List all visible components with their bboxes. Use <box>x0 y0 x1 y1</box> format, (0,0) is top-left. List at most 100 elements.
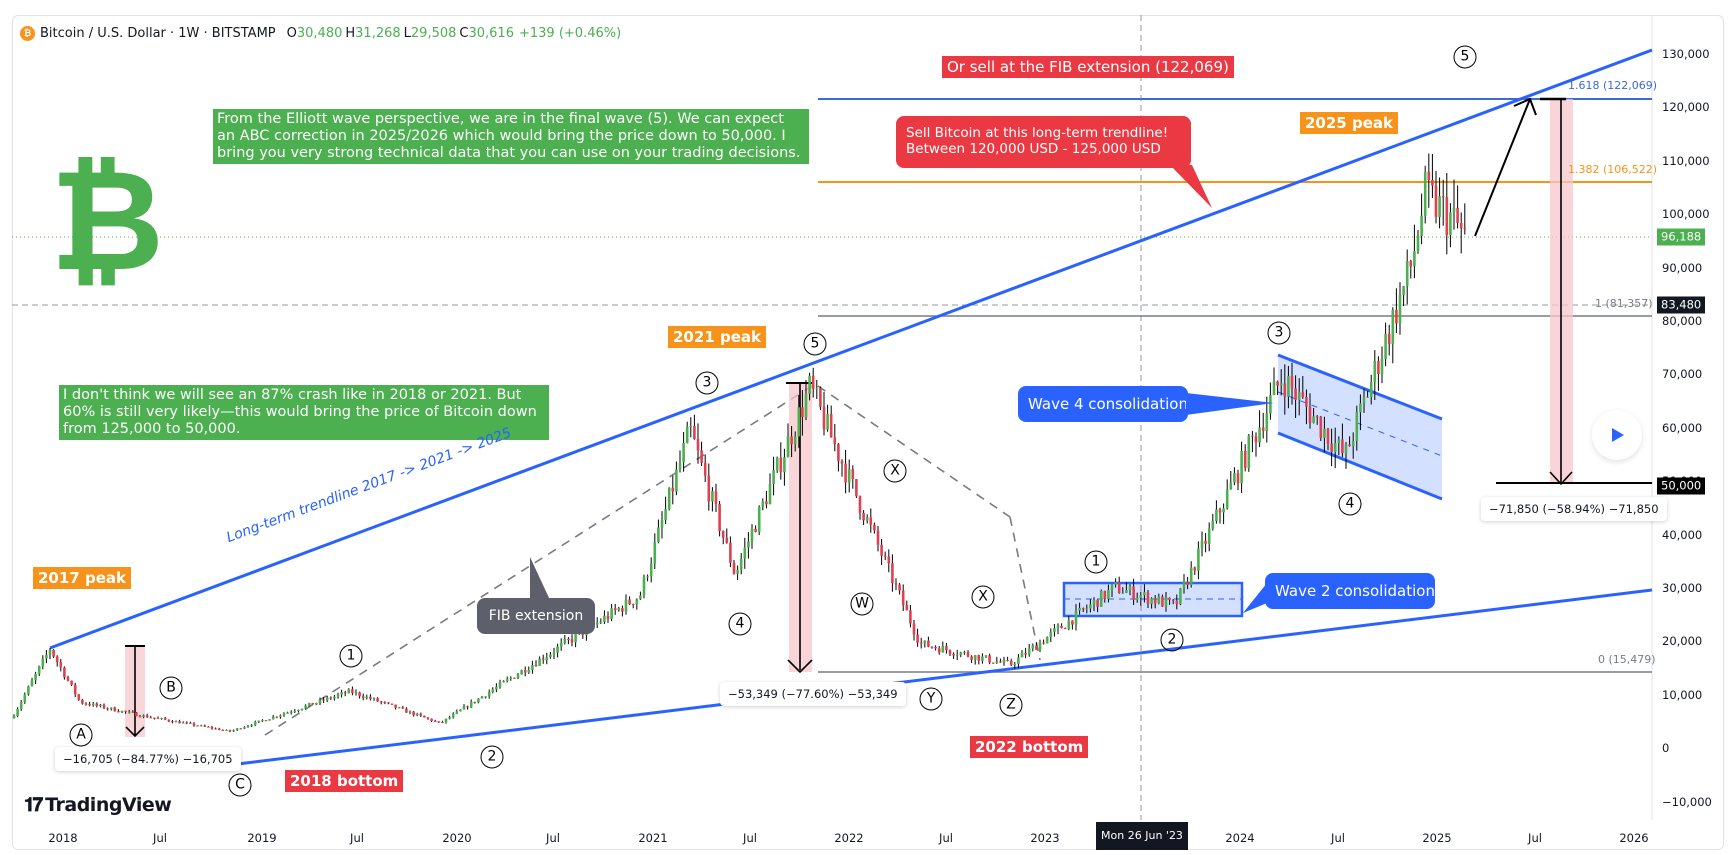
bubble-fib-pointer <box>530 557 550 600</box>
wave-label-W[interactable]: W <box>850 592 874 616</box>
wave-label-4a[interactable]: 4 <box>728 612 752 636</box>
bubble-wave4-pointer <box>1186 393 1274 415</box>
ohlc-change: +139 (+0.46%) <box>518 25 622 41</box>
wave-label-4b[interactable]: 4 <box>1338 492 1362 516</box>
time-axis-label: Jul <box>546 831 560 845</box>
measure-2025[interactable]: −71,850 (−58.94%) −71,850 <box>1481 497 1667 521</box>
tag-fib-sell[interactable]: Or sell at the FIB extension (122,069) <box>942 56 1234 78</box>
wave-label-C[interactable]: C <box>228 773 252 797</box>
wave-label-Z[interactable]: Z <box>999 693 1023 717</box>
wave-label-1b[interactable]: 1 <box>1084 550 1108 574</box>
time-axis-label: 2018 <box>48 831 78 845</box>
bubble-sell-line1: Sell Bitcoin at this long-term trendline… <box>906 125 1169 141</box>
elliott-wave-note[interactable]: From the Elliott wave perspective, we ar… <box>213 109 809 164</box>
replay-play-button[interactable] <box>1592 410 1642 460</box>
ohlc-high-value: 31,268 <box>355 25 401 41</box>
time-axis-label: 2020 <box>442 831 472 845</box>
crash-note[interactable]: I don't think we will see an 87% crash l… <box>59 385 549 440</box>
bubble-sell-line2: Between 120,000 USD - 125,000 USD <box>906 141 1161 157</box>
time-axis-label: 2021 <box>638 831 668 845</box>
wave-label-3a[interactable]: 3 <box>695 371 719 395</box>
play-icon <box>1612 428 1624 442</box>
price-axis-label: 110,000 <box>1662 153 1710 168</box>
price-axis-label: 130,000 <box>1662 47 1710 61</box>
time-axis-label: 2019 <box>247 831 277 845</box>
price-axis-label: 90,000 <box>1662 260 1703 275</box>
time-axis-label: Jul <box>743 831 757 845</box>
price-axis-label: 30,000 <box>1662 581 1703 595</box>
bitcoin-coin-icon: ₿ <box>20 25 35 41</box>
tag-2017-peak[interactable]: 2017 peak <box>33 567 131 589</box>
target-price-tag: 50,000 <box>1657 477 1706 495</box>
projection-arrow <box>1474 98 1531 237</box>
price-axis-label: 10,000 <box>1662 687 1703 702</box>
wave-label-B[interactable]: B <box>159 676 183 700</box>
current-price-tag: 96,188 <box>1657 228 1706 246</box>
price-axis-label: 100,000 <box>1662 207 1710 222</box>
ohlc-close-key: C <box>459 25 469 41</box>
tag-2025-peak[interactable]: 2025 peak <box>1300 112 1398 134</box>
wave-label-5a[interactable]: 5 <box>803 332 827 356</box>
symbol-title[interactable]: Bitcoin / U.S. Dollar · 1W · BITSTAMP <box>40 25 276 41</box>
price-axis-label: −10,000 <box>1662 794 1712 809</box>
price-axis-label: 80,000 <box>1662 314 1703 328</box>
ohlc-low-value: 29,508 <box>410 25 457 41</box>
candlestick-series <box>12 153 1467 733</box>
ohlc-open-value: 30,480 <box>296 25 343 41</box>
wave-label-1a[interactable]: 1 <box>339 644 363 668</box>
symbol-header[interactable]: ₿ Bitcoin / U.S. Dollar · 1W · BITSTAMP … <box>20 24 621 42</box>
long-term-trendline-upper <box>49 48 1653 650</box>
wave-label-X1[interactable]: X <box>883 459 907 483</box>
tradingview-logo[interactable]: 𝟏𝟕 TradingView <box>24 794 172 816</box>
price-axis-label: 60,000 <box>1662 420 1703 435</box>
wave-label-2a[interactable]: 2 <box>480 745 504 769</box>
bubble-wave4[interactable]: Wave 4 consolidation <box>1018 386 1188 422</box>
price-axis-label: 0 <box>1662 741 1670 756</box>
measure-2022[interactable]: −53,349 (−77.60%) −53,349 <box>720 682 906 706</box>
price-axis-label: 120,000 <box>1662 100 1710 115</box>
crosshair-date-tag: Mon 26 Jun '23 <box>1096 822 1188 850</box>
fib-label-1618: 1.618 (122,069) <box>1568 79 1658 92</box>
fib-label-1382: 1.382 (106,522) <box>1568 163 1658 176</box>
time-axis-label: Jul <box>1331 831 1345 845</box>
price-axis-label: 20,000 <box>1662 634 1703 649</box>
fib-label-1: 1 (81,357) <box>1595 297 1653 310</box>
fib-label-0: 0 (15,479) <box>1598 653 1656 666</box>
time-axis-label: 2023 <box>1030 831 1060 845</box>
ohlc-low-key: L <box>403 25 411 41</box>
price-axis-label: 70,000 <box>1662 367 1703 382</box>
wave-label-2b[interactable]: 2 <box>1160 628 1184 652</box>
wave-label-X2[interactable]: X <box>971 585 995 609</box>
time-axis-label: Jul <box>1528 831 1542 845</box>
time-axis-label: 2026 <box>1619 831 1649 845</box>
time-axis-label: 2025 <box>1422 831 1452 845</box>
tag-2022-bottom[interactable]: 2022 bottom <box>970 736 1089 758</box>
wave-label-A[interactable]: A <box>69 723 93 747</box>
ohlc-open-key: O <box>286 25 297 41</box>
time-axis-label: Jul <box>939 831 953 845</box>
price-axis-label: 40,000 <box>1662 527 1703 542</box>
time-axis-label: Jul <box>350 831 364 845</box>
tradingview-logo-text: TradingView <box>45 794 172 816</box>
time-axis-label: 2024 <box>1225 831 1255 845</box>
bubble-fib-extension[interactable]: FIB extension <box>477 598 595 634</box>
wave-label-Y[interactable]: Y <box>919 687 943 711</box>
time-axis-label: Jul <box>153 831 167 845</box>
measure-2018[interactable]: −16,705 (−84.77%) −16,705 <box>55 747 241 771</box>
bubble-wave2[interactable]: Wave 2 consolidation <box>1265 573 1435 609</box>
crosshair-price-tag: 83,480 <box>1657 296 1706 314</box>
wave-label-3b[interactable]: 3 <box>1267 321 1291 345</box>
bubble-wave2-pointer <box>1243 583 1267 613</box>
bubble-sell-trendline[interactable]: Sell Bitcoin at this long-term trendline… <box>896 116 1191 168</box>
ohlc-high-key: H <box>345 25 356 41</box>
wave-label-5b[interactable]: 5 <box>1453 45 1477 69</box>
bubble-sell-pointer <box>1170 165 1212 208</box>
tag-2021-peak[interactable]: 2021 peak <box>668 326 766 348</box>
time-axis-label: 2022 <box>834 831 864 845</box>
tradingview-mark-icon: 𝟏𝟕 <box>24 794 43 816</box>
tag-2018-bottom[interactable]: 2018 bottom <box>285 770 404 792</box>
ohlc-close-value: 30,616 <box>468 25 514 41</box>
long-term-trendline-lower <box>204 588 1653 770</box>
bitcoin-logo-icon: ₿ <box>50 140 165 303</box>
